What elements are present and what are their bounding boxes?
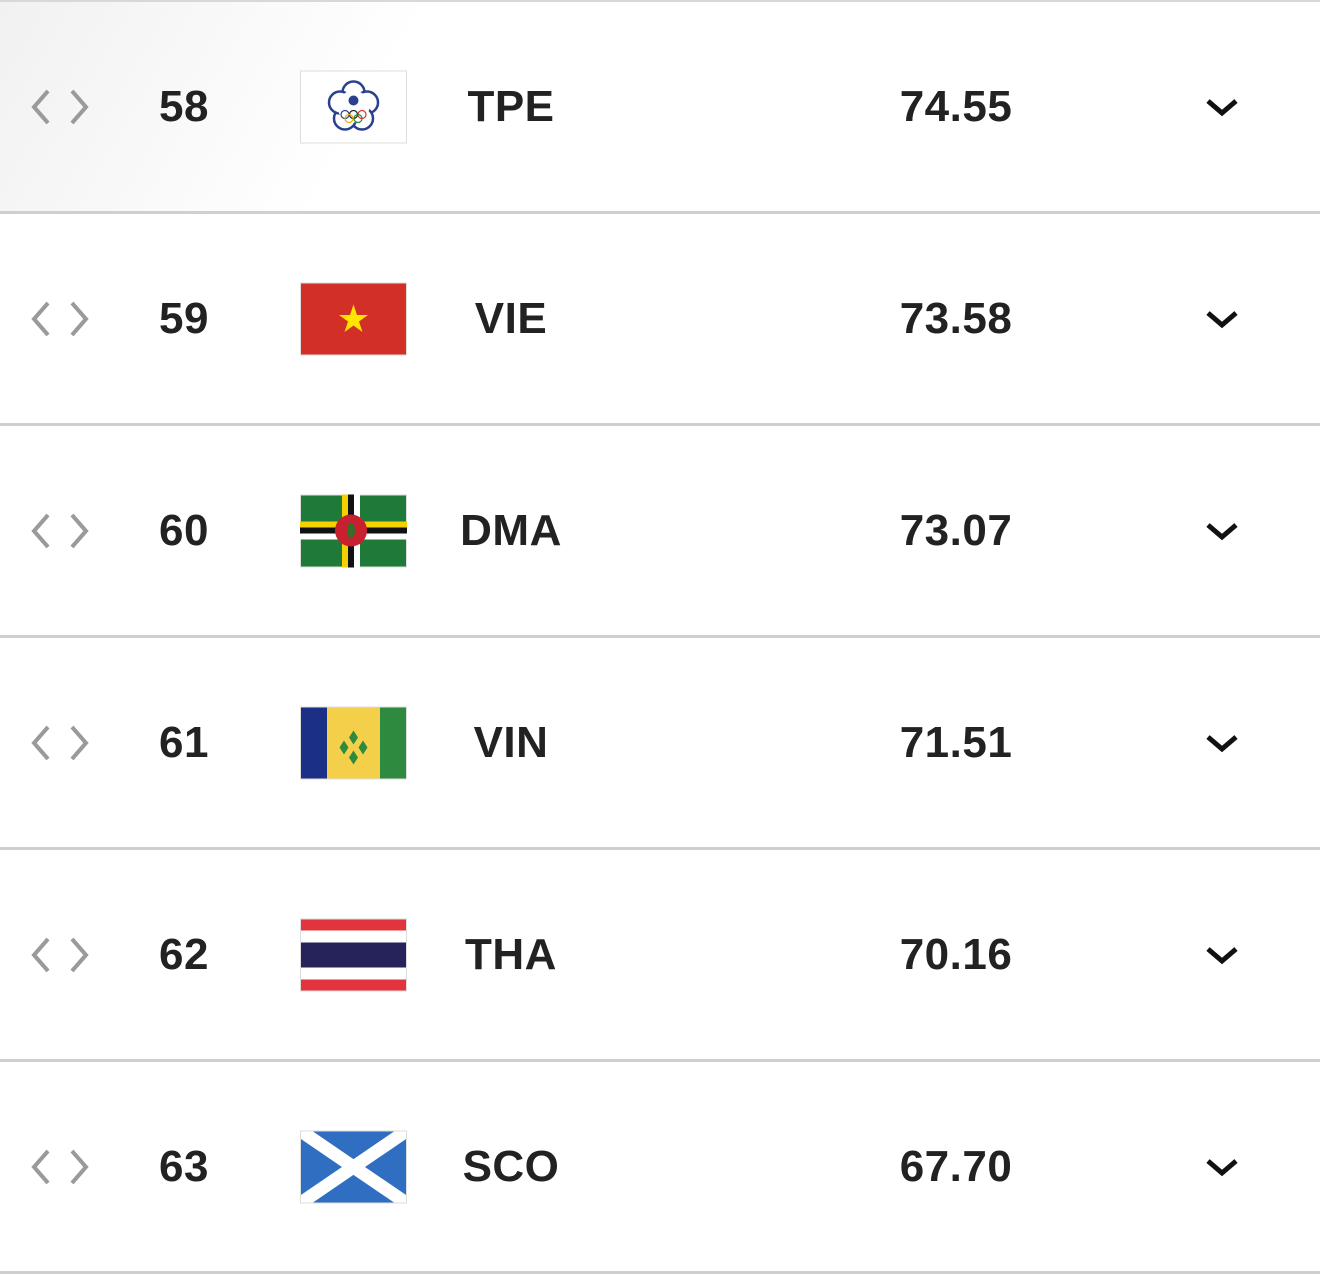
ranking-row[interactable]: 61 VIN 71.51: [0, 638, 1320, 850]
move-arrows[interactable]: [28, 87, 92, 127]
move-arrows[interactable]: [28, 511, 92, 551]
rank: 61: [159, 717, 209, 767]
move-arrows[interactable]: [28, 935, 92, 975]
move-arrows[interactable]: [28, 1147, 92, 1187]
points: 71.51: [899, 717, 1013, 767]
expand-toggle[interactable]: [1204, 95, 1240, 119]
expand-toggle[interactable]: [1204, 307, 1240, 331]
rank: 62: [159, 929, 209, 979]
flag: [300, 282, 407, 355]
flag: [300, 70, 407, 143]
points: 67.70: [899, 1141, 1013, 1191]
ranking-row[interactable]: 62 THA 70.16: [0, 850, 1320, 1062]
flag: [300, 918, 407, 991]
expand-toggle[interactable]: [1204, 731, 1240, 755]
country-code: VIE: [474, 293, 548, 343]
flag: [300, 706, 407, 779]
country-code: VIN: [473, 717, 549, 767]
points: 70.16: [899, 929, 1013, 979]
ranking-row[interactable]: 60 DMA 73.07: [0, 426, 1320, 638]
flag: [300, 494, 407, 567]
country-code: DMA: [460, 505, 562, 555]
country-code: THA: [465, 929, 557, 979]
rank: 58: [159, 81, 209, 131]
points: 74.55: [899, 81, 1013, 131]
ranking-row[interactable]: 63 SCO 67.70: [0, 1062, 1320, 1274]
expand-toggle[interactable]: [1204, 943, 1240, 967]
country-code: SCO: [462, 1141, 560, 1191]
ranking-row[interactable]: 58 TPE 74.55: [0, 2, 1320, 214]
rank: 60: [159, 505, 209, 555]
points: 73.58: [899, 293, 1013, 343]
move-arrows[interactable]: [28, 723, 92, 763]
move-arrows[interactable]: [28, 299, 92, 339]
rank: 59: [159, 293, 209, 343]
ranking-row[interactable]: 59 VIE 73.58: [0, 214, 1320, 426]
expand-toggle[interactable]: [1204, 519, 1240, 543]
rank: 63: [159, 1141, 209, 1191]
points: 73.07: [899, 505, 1013, 555]
expand-toggle[interactable]: [1204, 1155, 1240, 1179]
flag: [300, 1130, 407, 1203]
country-code: TPE: [467, 81, 555, 131]
